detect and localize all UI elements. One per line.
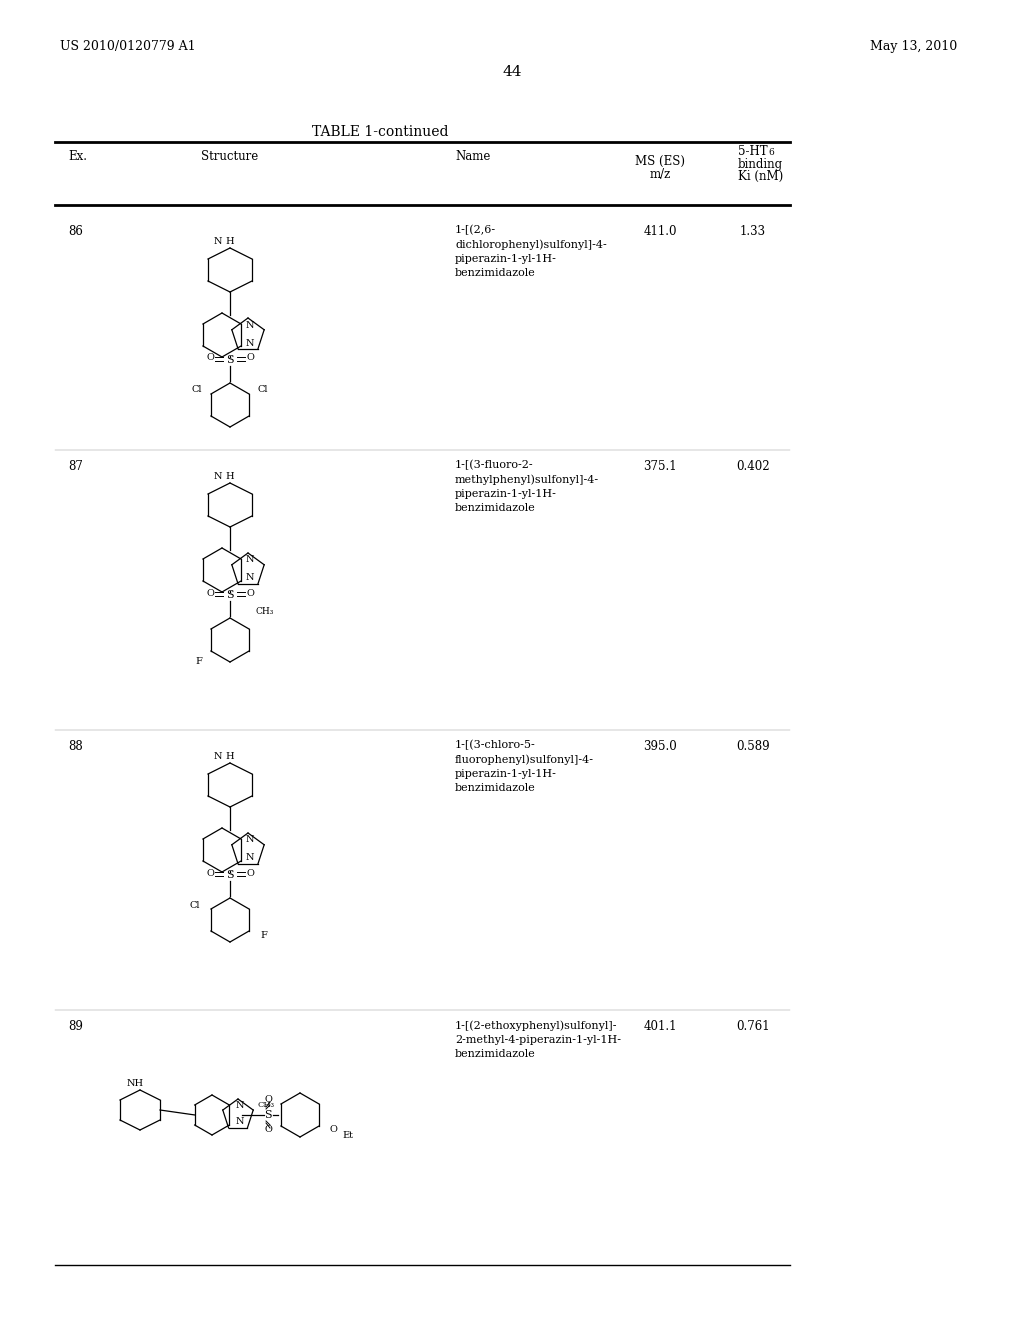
Text: 1-[(2-ethoxyphenyl)sulfonyl]-
2-methyl-4-piperazin-1-yl-1H-
benzimidazole: 1-[(2-ethoxyphenyl)sulfonyl]- 2-methyl-4… xyxy=(455,1020,621,1059)
Text: CH₃: CH₃ xyxy=(256,607,274,616)
Text: NH: NH xyxy=(126,1078,143,1088)
Text: Cl: Cl xyxy=(258,385,268,395)
Text: O: O xyxy=(246,869,254,878)
Text: 6: 6 xyxy=(768,148,774,157)
Text: N: N xyxy=(246,854,254,862)
Text: O: O xyxy=(330,1126,338,1134)
Text: N: N xyxy=(246,836,254,845)
Text: O: O xyxy=(206,354,214,363)
Text: N: N xyxy=(246,573,254,582)
Text: 0.402: 0.402 xyxy=(736,459,770,473)
Text: Ex.: Ex. xyxy=(68,150,87,162)
Text: 89: 89 xyxy=(68,1020,83,1034)
Text: 86: 86 xyxy=(68,224,83,238)
Text: US 2010/0120779 A1: US 2010/0120779 A1 xyxy=(60,40,196,53)
Text: May 13, 2010: May 13, 2010 xyxy=(870,40,957,53)
Text: F: F xyxy=(196,657,202,667)
Text: F: F xyxy=(260,931,267,940)
Text: O: O xyxy=(246,354,254,363)
Text: binding: binding xyxy=(738,158,783,172)
Text: S: S xyxy=(226,870,233,880)
Text: O: O xyxy=(264,1126,272,1134)
Text: N: N xyxy=(213,752,222,762)
Text: CH₃: CH₃ xyxy=(258,1101,275,1109)
Text: N: N xyxy=(246,338,254,347)
Text: Structure: Structure xyxy=(202,150,259,162)
Text: O: O xyxy=(206,869,214,878)
Text: N: N xyxy=(246,321,254,330)
Text: 0.589: 0.589 xyxy=(736,741,770,752)
Text: S: S xyxy=(226,590,233,601)
Text: m/z: m/z xyxy=(649,168,671,181)
Text: H: H xyxy=(225,473,234,480)
Text: MS (ES): MS (ES) xyxy=(635,154,685,168)
Text: 395.0: 395.0 xyxy=(643,741,677,752)
Text: 87: 87 xyxy=(68,459,83,473)
Text: Cl: Cl xyxy=(189,900,200,909)
Text: 375.1: 375.1 xyxy=(643,459,677,473)
Text: TABLE 1-continued: TABLE 1-continued xyxy=(311,125,449,139)
Text: 44: 44 xyxy=(502,65,522,79)
Text: 1-[(2,6-
dichlorophenyl)sulfonyl]-4-
piperazin-1-yl-1H-
benzimidazole: 1-[(2,6- dichlorophenyl)sulfonyl]-4- pip… xyxy=(455,224,607,279)
Text: H: H xyxy=(225,238,234,246)
Text: 88: 88 xyxy=(68,741,83,752)
Text: 411.0: 411.0 xyxy=(643,224,677,238)
Text: 401.1: 401.1 xyxy=(643,1020,677,1034)
Text: N: N xyxy=(213,473,222,480)
Text: N: N xyxy=(236,1118,245,1126)
Text: O: O xyxy=(264,1096,272,1105)
Text: N: N xyxy=(213,238,222,246)
Text: Cl: Cl xyxy=(191,385,202,395)
Text: S: S xyxy=(226,355,233,366)
Text: 0.761: 0.761 xyxy=(736,1020,770,1034)
Text: S: S xyxy=(264,1110,271,1119)
Text: O: O xyxy=(246,589,254,598)
Text: N: N xyxy=(236,1101,245,1110)
Text: Name: Name xyxy=(455,150,490,162)
Text: 1.33: 1.33 xyxy=(740,224,766,238)
Text: 1-[(3-chloro-5-
fluorophenyl)sulfonyl]-4-
piperazin-1-yl-1H-
benzimidazole: 1-[(3-chloro-5- fluorophenyl)sulfonyl]-4… xyxy=(455,741,594,793)
Text: 1-[(3-fluoro-2-
methylphenyl)sulfonyl]-4-
piperazin-1-yl-1H-
benzimidazole: 1-[(3-fluoro-2- methylphenyl)sulfonyl]-4… xyxy=(455,459,599,513)
Text: Et: Et xyxy=(342,1130,353,1139)
Text: H: H xyxy=(225,752,234,762)
Text: 5-HT: 5-HT xyxy=(738,145,768,158)
Text: N: N xyxy=(246,556,254,565)
Text: O: O xyxy=(206,589,214,598)
Text: Ki (nM): Ki (nM) xyxy=(738,170,783,183)
